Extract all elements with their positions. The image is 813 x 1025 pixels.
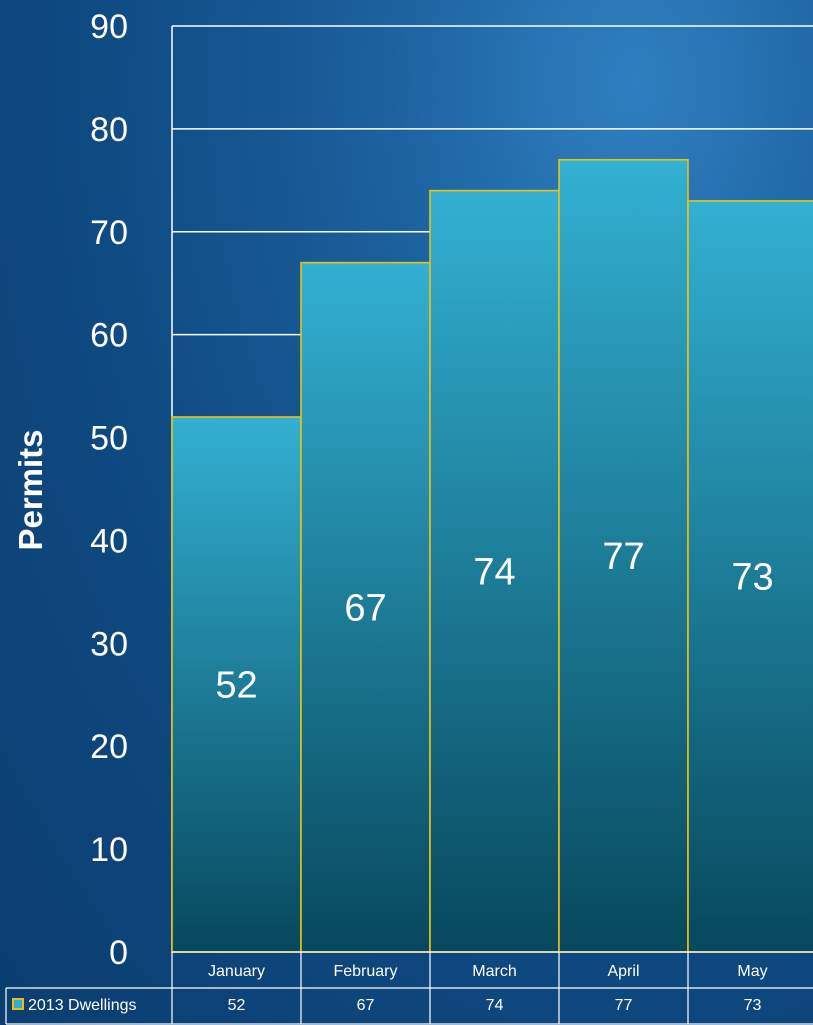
x-category-label: January [208, 963, 265, 980]
data-table: January February March April May 2013 Dwellin… [5, 951, 813, 1025]
legend-key [12, 998, 24, 1010]
bar-data-label: 67 [344, 587, 386, 629]
y-tick-label: 90 [90, 8, 128, 46]
y-axis: 0 10 20 30 40 50 60 70 80 90 [90, 8, 128, 972]
y-tick-label: 30 [90, 625, 128, 663]
table-value: 73 [744, 997, 762, 1014]
table-value: 67 [357, 997, 375, 1014]
bar-data-label: 52 [215, 664, 257, 706]
bar-february [300, 261, 431, 953]
bar-april [558, 158, 689, 953]
table-value: 52 [228, 997, 246, 1014]
y-tick-label: 80 [90, 111, 128, 149]
bar-may [687, 200, 813, 953]
y-tick-label: 60 [90, 317, 128, 355]
y-tick-label: 0 [109, 934, 128, 972]
table-value: 74 [486, 997, 504, 1014]
x-category-label: April [607, 963, 639, 980]
y-axis-title: Permits [12, 429, 49, 550]
x-category-label: February [333, 963, 397, 980]
y-tick-label: 40 [90, 522, 128, 560]
y-tick-label: 70 [90, 214, 128, 252]
y-tick-label: 10 [90, 831, 128, 869]
y-tick-label: 20 [90, 728, 128, 766]
bars: 52 67 74 77 73 [171, 158, 813, 953]
x-category-label: May [737, 963, 767, 980]
table-value: 77 [615, 997, 633, 1014]
legend-series-name: 2013 Dwellings [28, 997, 137, 1014]
x-category-label: March [472, 963, 516, 980]
bar-data-label: 74 [473, 551, 515, 593]
bar-data-label: 77 [602, 536, 644, 578]
bar-january [171, 416, 302, 953]
bar-data-label: 73 [731, 556, 773, 598]
y-tick-label: 50 [90, 420, 128, 458]
